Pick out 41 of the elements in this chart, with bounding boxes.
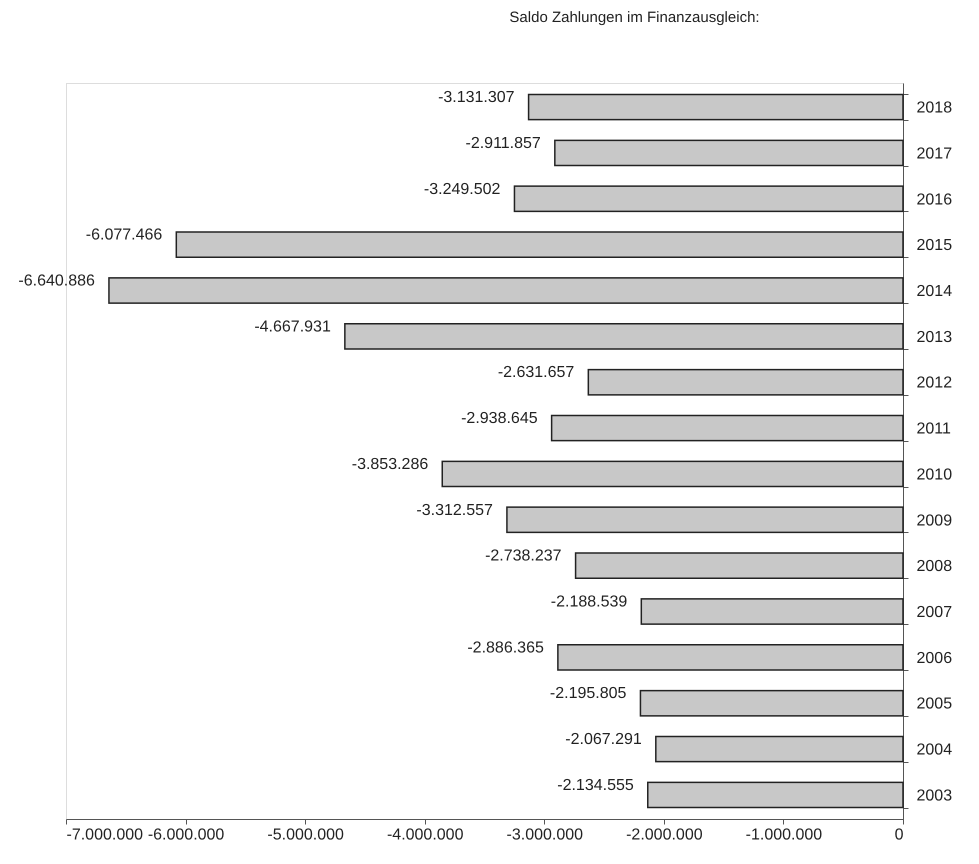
x-tick-label: -2.000.000 (626, 826, 703, 844)
data-label: -2.134.555 (557, 776, 634, 794)
x-tick-label: -4.000.000 (386, 826, 464, 844)
y-tick-label: 2004 (916, 742, 952, 759)
data-label: -2.631.657 (498, 364, 574, 382)
y-tick-label: 2012 (916, 374, 952, 392)
y-tick-label: 2011 (916, 420, 952, 438)
y-tick-label: 2016 (916, 191, 952, 208)
data-label: -6.077.466 (86, 226, 162, 244)
x-tick-label: -6.000.000 (148, 826, 224, 844)
y-tick-label: 2008 (916, 558, 952, 576)
y-tick-label: 2015 (916, 237, 952, 254)
y-tick-label: 2018 (916, 100, 952, 117)
data-label: -2.195.805 (550, 685, 627, 702)
data-label: -4.667.931 (254, 318, 331, 336)
x-tick-label: -3.000.000 (506, 826, 584, 844)
y-tick-label: 2010 (916, 466, 952, 484)
y-tick-label: 2014 (916, 283, 952, 300)
data-label: -2.886.365 (467, 639, 544, 656)
data-label: -2.911.857 (465, 134, 541, 152)
data-label: -2.188.539 (550, 594, 628, 610)
data-label: -2.067.291 (565, 731, 642, 748)
x-tick-label: -7.000.000 (66, 826, 144, 844)
data-label: -3.853.286 (352, 456, 428, 473)
y-tick-label: 2006 (916, 650, 952, 667)
data-label: -3.249.502 (424, 180, 501, 198)
data-label: -3.312.557 (416, 502, 494, 519)
y-tick-label: 2013 (916, 328, 952, 346)
chart-title: Saldo Zahlungen im Finanzausgleich: (509, 9, 760, 26)
y-tick-label: 2005 (916, 696, 952, 713)
y-tick-label: 2007 (916, 604, 952, 621)
x-tick-label: -1.000.000 (746, 826, 822, 844)
data-label: -2.738.237 (485, 548, 562, 565)
data-label: -6.640.886 (18, 272, 96, 290)
y-tick-label: 2017 (916, 145, 952, 162)
y-tick-label: 2009 (916, 512, 952, 530)
data-label: -2.938.645 (461, 410, 538, 428)
x-tick-label: -5.000.000 (267, 826, 344, 844)
y-tick-label: 2003 (916, 787, 952, 804)
x-tick-label: 0 (894, 826, 904, 844)
data-label: -3.131.307 (438, 89, 515, 106)
